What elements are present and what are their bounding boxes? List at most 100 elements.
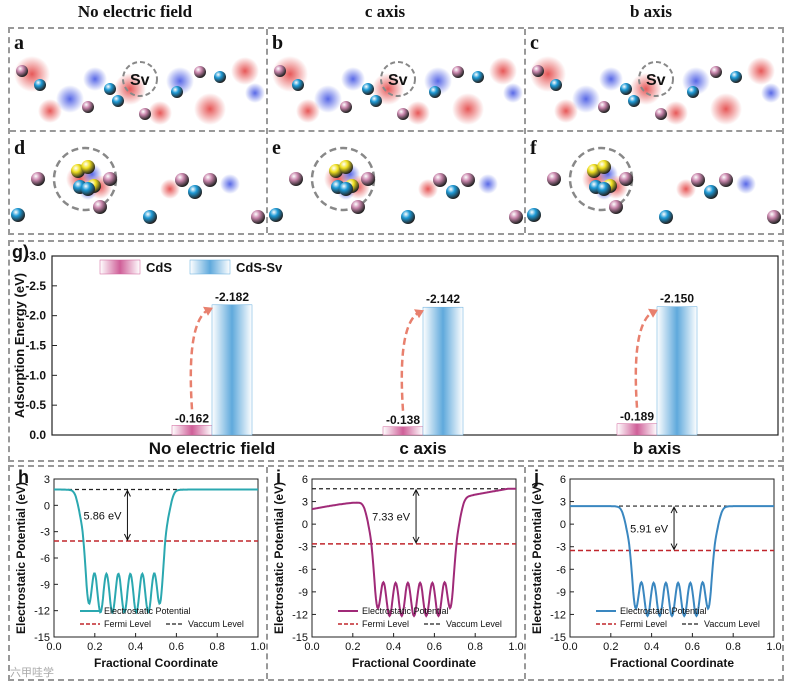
s-atom xyxy=(609,200,623,214)
plot-frame xyxy=(311,478,517,638)
legend-label-fermi: Fermi Level xyxy=(104,619,151,629)
density-lobe xyxy=(478,174,498,194)
cd-atom xyxy=(659,210,673,224)
s-atom xyxy=(93,200,107,214)
y-axis-label: Electrostatic Potential (eV) xyxy=(14,482,28,634)
plot-frame xyxy=(569,478,775,638)
vacancy-circle xyxy=(122,61,158,97)
y-tick-label: -1.0 xyxy=(25,368,46,382)
s-atom xyxy=(103,172,117,186)
y-tick-label: -3 xyxy=(556,542,566,554)
s-atom xyxy=(139,108,151,120)
panel-label-a: a xyxy=(14,32,24,54)
legend-label-vacuum: Vaccum Level xyxy=(704,619,760,629)
x-category-label: b axis xyxy=(633,439,681,458)
arrow-head xyxy=(412,536,420,545)
x-category-label: No electric field xyxy=(149,439,276,458)
legend-label-cds: CdS xyxy=(146,260,172,275)
charge-density-panel: Sv xyxy=(11,56,265,224)
density-lobe xyxy=(148,101,172,125)
y-tick-label: -3.0 xyxy=(25,249,46,263)
density-lobe xyxy=(296,99,320,123)
y-tick-label: -6 xyxy=(40,553,50,565)
legend-label-potential: Electrostatic Potential xyxy=(104,606,191,616)
bar-cds-sv xyxy=(211,304,253,436)
cd-atom xyxy=(143,210,157,224)
panel-label-b: b xyxy=(272,32,284,54)
trend-arrow xyxy=(634,309,656,408)
y-axis-label: Electrostatic Potential (eV) xyxy=(530,482,544,634)
column-title-no-field: No electric field xyxy=(77,2,193,21)
cd-atom xyxy=(11,208,25,222)
density-lobe xyxy=(572,85,600,113)
cd-atom xyxy=(34,79,46,91)
density-lobe xyxy=(314,85,342,113)
panel-label-g: g) xyxy=(12,242,29,262)
x-tick-label: 0.8 xyxy=(726,641,741,653)
density-lobe xyxy=(452,93,484,125)
cd-atom xyxy=(527,208,541,222)
s-atom xyxy=(361,172,375,186)
y-tick-label: -9 xyxy=(298,587,308,599)
divider xyxy=(10,130,782,132)
bar-value-label: -2.150 xyxy=(660,292,694,306)
s-atom xyxy=(691,173,705,187)
panel-label: j xyxy=(533,467,539,487)
panel-label-d: d xyxy=(14,137,26,159)
cd-atom xyxy=(269,208,283,222)
density-lobe xyxy=(194,93,226,125)
y-tick-label: 3 xyxy=(302,497,308,509)
arrow-head xyxy=(648,308,658,318)
panel-label: h xyxy=(18,467,29,487)
charge-density-maps: Sv Sv Sv xyxy=(11,56,781,224)
charge-density-panel: Sv xyxy=(527,56,781,224)
density-lobe xyxy=(418,179,438,199)
cd-atom xyxy=(339,182,353,196)
y-axis-label: Adsorption Energy (eV) xyxy=(12,273,27,418)
s-atom xyxy=(547,172,561,186)
x-tick-label: 0.8 xyxy=(210,641,225,653)
y-tick-label: 0 xyxy=(44,500,50,512)
y-tick-label: -12 xyxy=(550,609,566,621)
legend-label-vacuum: Vaccum Level xyxy=(188,619,244,629)
density-lobe xyxy=(83,67,107,91)
cd-atom xyxy=(292,79,304,91)
legend-swatch-cds xyxy=(99,259,141,275)
cd-atom xyxy=(104,83,116,95)
watermark: 六甲哇学 xyxy=(10,667,54,679)
vacancy-label: Sv xyxy=(130,72,150,89)
cd-atom xyxy=(188,185,202,199)
y-tick-label: -15 xyxy=(550,632,566,644)
arrow-head xyxy=(123,489,131,497)
charge-density-panel: Sv xyxy=(269,56,523,224)
cd-atom xyxy=(401,210,415,224)
bar-cds xyxy=(616,423,658,436)
y-tick-label: -2.5 xyxy=(25,279,46,293)
density-lobe xyxy=(56,85,84,113)
s-atom xyxy=(619,172,633,186)
divider xyxy=(524,467,526,679)
density-lobe xyxy=(503,83,523,103)
x-tick-label: 1.0 xyxy=(766,641,781,653)
y-tick-label: 0.0 xyxy=(29,428,46,442)
bar-value-label: -2.142 xyxy=(426,292,460,306)
s-atom xyxy=(433,173,447,187)
density-lobe xyxy=(406,101,430,125)
y-tick-label: -0.5 xyxy=(25,398,46,412)
column-title-b-axis: b axis xyxy=(629,2,673,21)
density-lobe xyxy=(599,67,623,91)
potential-chart-h: -15 -12 -9 -6 -3 0 3 0.0 0.2 0.4 0.6 0.8 1.0 Fraction… xyxy=(14,467,266,670)
cd-atom xyxy=(370,95,382,107)
y-tick-label: -3 xyxy=(298,542,308,554)
s-atom xyxy=(509,210,523,224)
bar-value-label: -0.138 xyxy=(386,413,420,427)
vacancy-circle xyxy=(638,61,674,97)
y-tick-label: -9 xyxy=(556,587,566,599)
y-tick-label: -15 xyxy=(292,632,308,644)
density-lobe xyxy=(231,57,259,85)
cd-atom xyxy=(81,182,95,196)
cd-atom xyxy=(730,71,742,83)
cd-atom xyxy=(446,185,460,199)
adsorbate-atom xyxy=(597,160,611,174)
density-lobe xyxy=(747,57,775,85)
